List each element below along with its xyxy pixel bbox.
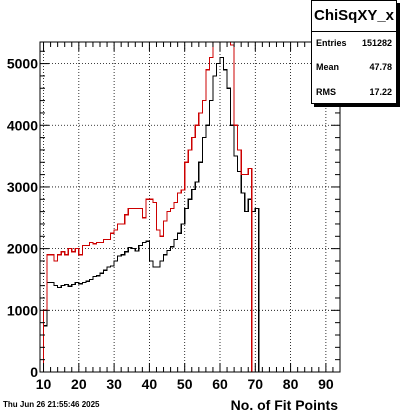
y-tick-label-1: 1000 — [7, 302, 38, 318]
stats-box: ChiSqXY_x Entries 151282 Mean 47.78 RMS … — [311, 0, 397, 104]
footer-timestamp: Thu Jun 26 21:55:46 2025 — [3, 400, 100, 409]
x-tick-label-5: 60 — [212, 376, 228, 392]
x-tick-label-1: 20 — [71, 376, 87, 392]
x-tick-label-6: 70 — [248, 376, 264, 392]
x-axis-title: No. of Fit Points — [231, 397, 339, 413]
stats-value-mean: 47.78 — [369, 62, 392, 72]
y-tick-label-4: 4000 — [7, 117, 38, 133]
x-tick-label-4: 50 — [177, 376, 193, 392]
y-tick-label-0: 0 — [30, 364, 38, 380]
stats-box-title: ChiSqXY_x — [312, 1, 396, 32]
histogram-series-1 — [40, 41, 340, 373]
stats-label-mean: Mean — [316, 62, 340, 72]
stats-row-entries: Entries 151282 — [316, 32, 392, 54]
x-tick-label-3: 40 — [142, 376, 158, 392]
tick-labels: 10 20 30 40 50 60 70 80 90 0 1000 2000 3000 4000 5000 — [7, 56, 334, 392]
histogram-series-0 — [40, 56, 340, 373]
y-tick-label-2: 2000 — [7, 241, 38, 257]
x-tick-label-2: 30 — [106, 376, 122, 392]
grid-lines — [40, 42, 340, 373]
stats-label-entries: Entries — [316, 38, 347, 48]
y-tick-label-5: 5000 — [7, 56, 38, 72]
stats-value-rms: 17.22 — [369, 87, 392, 97]
x-tick-label-7: 80 — [283, 376, 299, 392]
stats-value-entries: 151282 — [361, 38, 392, 48]
stats-row-rms: RMS 17.22 — [316, 81, 392, 103]
plot-frame — [39, 41, 341, 373]
histogram-series-group — [40, 41, 340, 373]
y-tick-label-3: 3000 — [7, 179, 38, 195]
x-tick-label-0: 10 — [36, 376, 52, 392]
x-tick-label-8: 90 — [318, 376, 334, 392]
stats-label-rms: RMS — [316, 87, 336, 97]
stats-row-mean: Mean 47.78 — [316, 56, 392, 78]
axis-ticks — [40, 42, 341, 373]
